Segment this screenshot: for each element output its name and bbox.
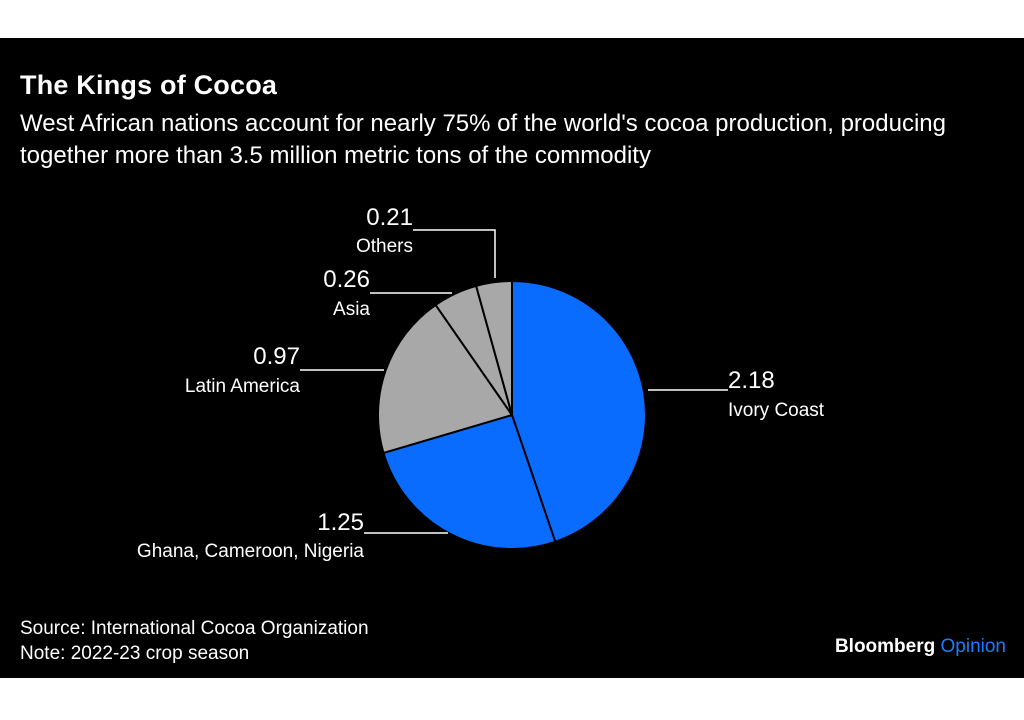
slice-label-asia: Asia <box>333 299 370 320</box>
pie-slice-ivory-coast <box>511 280 647 543</box>
chart-card: The Kings of Cocoa West African nations … <box>0 38 1024 678</box>
slice-value-asia: 0.26 <box>323 266 370 293</box>
pie-slices <box>377 280 647 550</box>
slice-value-ivory-coast: 2.18 <box>728 367 775 394</box>
footnotes: Source: International Cocoa Organization… <box>20 616 369 666</box>
slice-label-ghana-cameroon-nigeria: Ghana, Cameroon, Nigeria <box>137 541 364 562</box>
pie-slice-ghana-cameroon-nigeria <box>382 414 557 550</box>
slice-labels: 2.18 Ivory Coast 1.25 Ghana, Cameroon, Nige… <box>137 204 825 562</box>
leader-line-others <box>413 229 496 278</box>
slice-value-ghana-cameroon-nigeria: 1.25 <box>317 509 364 536</box>
slice-value-latin-america: 0.97 <box>253 343 300 370</box>
slice-value-others: 0.21 <box>366 204 413 231</box>
slice-label-others: Others <box>356 236 413 257</box>
pie-slice-latin-america <box>377 303 513 454</box>
source-note: Source: International Cocoa Organization <box>20 618 369 639</box>
leader-lines <box>300 229 728 534</box>
chart-title: The Kings of Cocoa <box>20 70 278 100</box>
season-note: Note: 2022-23 crop season <box>20 643 250 664</box>
pie-slice-others <box>475 280 513 416</box>
slice-label-latin-america: Latin America <box>185 376 301 397</box>
chart-subtitle: West African nations account for nearly … <box>20 110 946 169</box>
brand-secondary: Opinion <box>940 636 1007 657</box>
slice-label-ivory-coast: Ivory Coast <box>728 400 825 421</box>
pie-chart: 2.18 Ivory Coast 1.25 Ghana, Cameroon, Nige… <box>137 204 825 562</box>
brand-primary: Bloomberg <box>834 636 936 657</box>
brand-logo: Bloomberg Opinion <box>835 636 1006 658</box>
